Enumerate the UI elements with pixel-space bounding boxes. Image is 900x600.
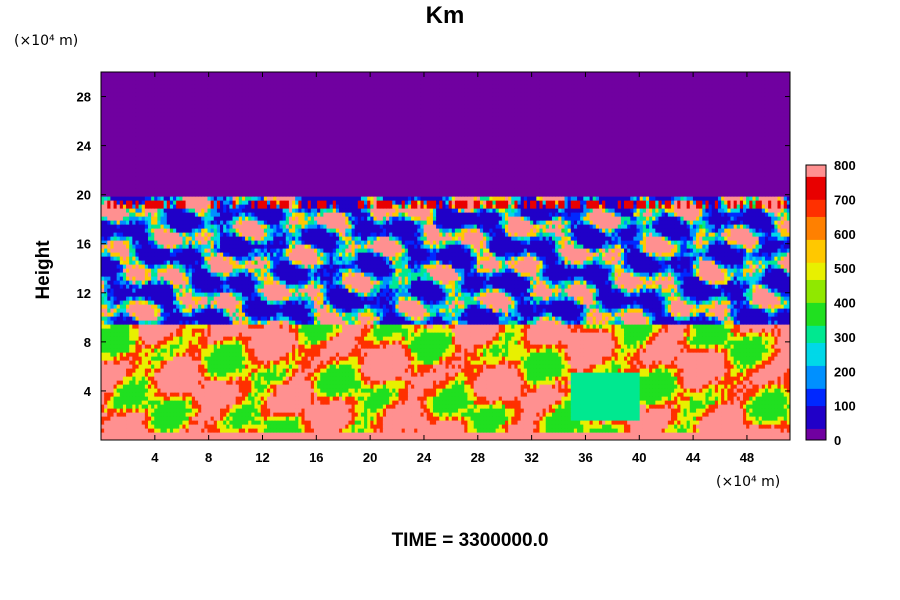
colorbar-tick-label: 400	[834, 296, 856, 311]
x-tick-label: 20	[363, 450, 377, 465]
x-tick-label: 44	[686, 450, 701, 465]
x-tick-label: 24	[417, 450, 432, 465]
colorbar-tick-label: 300	[834, 330, 856, 345]
colorbar-swatch	[806, 228, 826, 234]
x-tick-label: 36	[578, 450, 592, 465]
colorbar-swatch	[806, 400, 826, 406]
colorbar-swatch	[806, 234, 826, 240]
colorbar-swatch	[806, 388, 826, 394]
colorbar-swatch	[806, 205, 826, 211]
colorbar-swatch	[806, 291, 826, 297]
colorbar-swatch	[806, 211, 826, 217]
colorbar-swatch	[806, 417, 826, 423]
y-tick-label: 20	[77, 188, 91, 203]
colorbar-swatch	[806, 429, 826, 435]
colorbar-swatch	[806, 285, 826, 291]
colorbar-tick-label: 600	[834, 227, 856, 242]
colorbar-swatch	[806, 337, 826, 343]
colorbar-swatch	[806, 394, 826, 400]
colorbar-swatch	[806, 308, 826, 314]
colorbar-swatch	[806, 434, 826, 440]
colorbar-swatch	[806, 354, 826, 360]
colorbar-swatch	[806, 257, 826, 263]
colorbar-tick-label: 700	[834, 192, 856, 207]
colorbar-swatch	[806, 239, 826, 245]
y-tick-label: 12	[77, 286, 91, 301]
colorbar-swatch	[806, 188, 826, 194]
colorbar-swatch	[806, 343, 826, 349]
x-tick-label: 4	[151, 450, 159, 465]
y-tick-label: 28	[77, 90, 91, 105]
colorbar-swatch	[806, 194, 826, 200]
x-tick-label: 48	[740, 450, 754, 465]
colorbar-swatch	[806, 377, 826, 383]
colorbar-swatch	[806, 251, 826, 257]
colorbar-swatch	[806, 371, 826, 377]
colorbar-swatch	[806, 176, 826, 182]
colorbar-swatch	[806, 325, 826, 331]
colorbar-swatch	[806, 245, 826, 251]
colorbar-swatch	[806, 262, 826, 268]
colorbar-swatch	[806, 348, 826, 354]
colorbar-swatch	[806, 280, 826, 286]
y-tick-label: 8	[84, 335, 91, 350]
colorbar-swatch	[806, 199, 826, 205]
colorbar-swatch	[806, 320, 826, 326]
x-tick-label: 12	[255, 450, 269, 465]
colorbar-swatch	[806, 366, 826, 372]
heatmap-field	[101, 72, 791, 441]
colorbar-swatch	[806, 274, 826, 280]
colorbar-swatch	[806, 383, 826, 389]
colorbar-swatch	[806, 268, 826, 274]
x-tick-label: 16	[309, 450, 323, 465]
x-tick-label: 8	[205, 450, 212, 465]
colorbar-swatch	[806, 360, 826, 366]
colorbar-swatch	[806, 217, 826, 223]
colorbar-tick-label: 500	[834, 261, 856, 276]
colorbar-tick-label: 100	[834, 399, 856, 414]
x-tick-label: 40	[632, 450, 646, 465]
colorbar-swatch	[806, 171, 826, 177]
colorbar-swatch	[806, 423, 826, 429]
y-tick-label: 4	[84, 384, 92, 399]
colorbar: 0 100 200 300 400 500 600 700 800	[806, 158, 856, 448]
colorbar-swatch	[806, 406, 826, 412]
y-tick-label: 24	[77, 139, 92, 154]
colorbar-swatch	[806, 222, 826, 228]
y-tick-label: 16	[77, 237, 91, 252]
colorbar-swatch	[806, 165, 826, 171]
x-tick-label: 32	[524, 450, 538, 465]
colorbar-swatch	[806, 182, 826, 188]
colorbar-tick-label: 200	[834, 364, 856, 379]
colorbar-swatch	[806, 303, 826, 309]
colorbar-swatch	[806, 331, 826, 337]
colorbar-tick-label: 800	[834, 158, 856, 173]
x-tick-label: 28	[471, 450, 485, 465]
colorbar-swatch	[806, 297, 826, 303]
colorbar-swatch	[806, 411, 826, 417]
colorbar-swatch	[806, 314, 826, 320]
colorbar-tick-label: 0	[834, 433, 841, 448]
